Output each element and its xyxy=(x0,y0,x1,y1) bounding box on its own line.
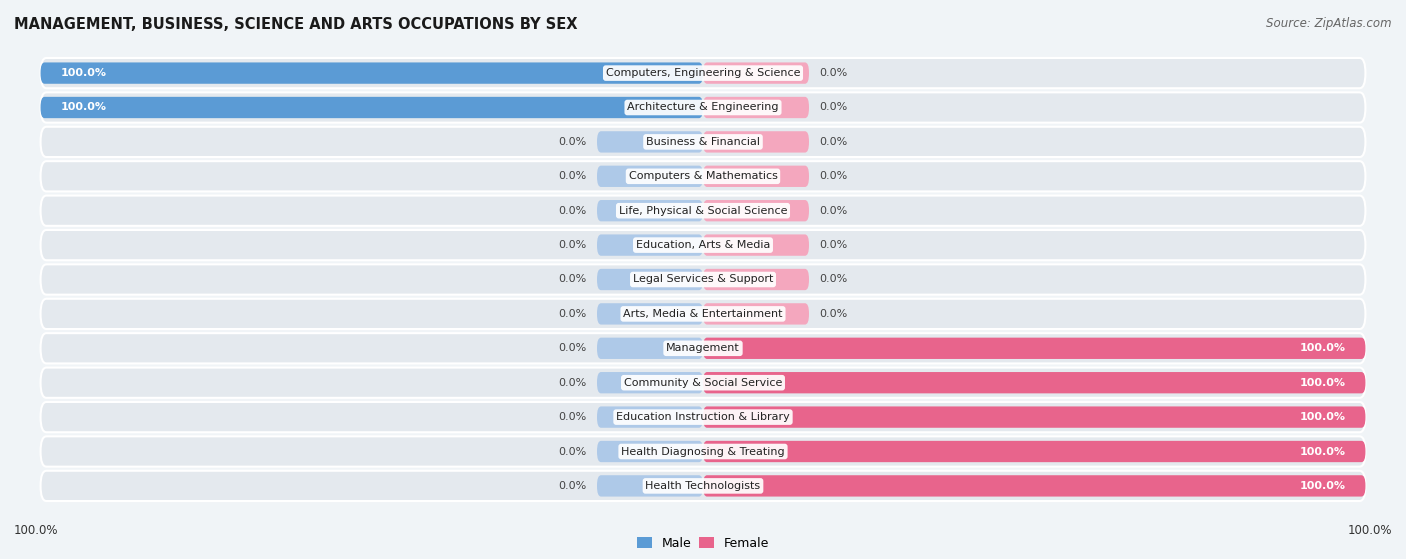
FancyBboxPatch shape xyxy=(703,406,1365,428)
Text: Source: ZipAtlas.com: Source: ZipAtlas.com xyxy=(1267,17,1392,30)
FancyBboxPatch shape xyxy=(598,131,703,153)
Text: 0.0%: 0.0% xyxy=(820,274,848,285)
Legend: Male, Female: Male, Female xyxy=(631,532,775,555)
Text: 0.0%: 0.0% xyxy=(820,137,848,147)
FancyBboxPatch shape xyxy=(703,475,1365,496)
FancyBboxPatch shape xyxy=(41,58,1365,88)
Text: 0.0%: 0.0% xyxy=(558,137,586,147)
Text: Computers, Engineering & Science: Computers, Engineering & Science xyxy=(606,68,800,78)
FancyBboxPatch shape xyxy=(41,127,1365,157)
Text: 0.0%: 0.0% xyxy=(558,378,586,388)
FancyBboxPatch shape xyxy=(703,372,1365,394)
Text: 0.0%: 0.0% xyxy=(820,309,848,319)
FancyBboxPatch shape xyxy=(703,303,808,325)
Text: Community & Social Service: Community & Social Service xyxy=(624,378,782,388)
FancyBboxPatch shape xyxy=(703,269,808,290)
FancyBboxPatch shape xyxy=(703,97,808,118)
Text: Architecture & Engineering: Architecture & Engineering xyxy=(627,102,779,112)
Text: Education Instruction & Library: Education Instruction & Library xyxy=(616,412,790,422)
FancyBboxPatch shape xyxy=(598,234,703,256)
Text: Life, Physical & Social Science: Life, Physical & Social Science xyxy=(619,206,787,216)
Text: 0.0%: 0.0% xyxy=(820,206,848,216)
FancyBboxPatch shape xyxy=(41,402,1365,432)
Text: 0.0%: 0.0% xyxy=(558,274,586,285)
FancyBboxPatch shape xyxy=(598,303,703,325)
Text: 0.0%: 0.0% xyxy=(558,447,586,457)
Text: Business & Financial: Business & Financial xyxy=(645,137,761,147)
FancyBboxPatch shape xyxy=(41,368,1365,398)
Text: Management: Management xyxy=(666,343,740,353)
FancyBboxPatch shape xyxy=(598,441,703,462)
FancyBboxPatch shape xyxy=(41,230,1365,260)
FancyBboxPatch shape xyxy=(598,475,703,496)
Text: 100.0%: 100.0% xyxy=(1299,412,1346,422)
Text: Arts, Media & Entertainment: Arts, Media & Entertainment xyxy=(623,309,783,319)
FancyBboxPatch shape xyxy=(703,131,808,153)
FancyBboxPatch shape xyxy=(598,338,703,359)
FancyBboxPatch shape xyxy=(703,441,1365,462)
Text: Computers & Mathematics: Computers & Mathematics xyxy=(628,171,778,181)
Text: 0.0%: 0.0% xyxy=(558,481,586,491)
FancyBboxPatch shape xyxy=(41,196,1365,226)
FancyBboxPatch shape xyxy=(41,161,1365,191)
Text: Health Diagnosing & Treating: Health Diagnosing & Treating xyxy=(621,447,785,457)
Text: 0.0%: 0.0% xyxy=(558,309,586,319)
FancyBboxPatch shape xyxy=(598,406,703,428)
FancyBboxPatch shape xyxy=(41,333,1365,363)
Text: 0.0%: 0.0% xyxy=(820,102,848,112)
FancyBboxPatch shape xyxy=(41,92,1365,122)
Text: 100.0%: 100.0% xyxy=(1299,447,1346,457)
FancyBboxPatch shape xyxy=(41,471,1365,501)
FancyBboxPatch shape xyxy=(703,338,1365,359)
FancyBboxPatch shape xyxy=(41,97,703,118)
FancyBboxPatch shape xyxy=(41,264,1365,295)
Text: Education, Arts & Media: Education, Arts & Media xyxy=(636,240,770,250)
Text: 0.0%: 0.0% xyxy=(558,171,586,181)
FancyBboxPatch shape xyxy=(41,63,703,84)
Text: 0.0%: 0.0% xyxy=(820,68,848,78)
Text: 100.0%: 100.0% xyxy=(1347,524,1392,537)
Text: 100.0%: 100.0% xyxy=(14,524,59,537)
Text: 100.0%: 100.0% xyxy=(1299,343,1346,353)
Text: Legal Services & Support: Legal Services & Support xyxy=(633,274,773,285)
Text: 0.0%: 0.0% xyxy=(558,240,586,250)
Text: Health Technologists: Health Technologists xyxy=(645,481,761,491)
FancyBboxPatch shape xyxy=(41,299,1365,329)
FancyBboxPatch shape xyxy=(598,269,703,290)
Text: 100.0%: 100.0% xyxy=(1299,481,1346,491)
FancyBboxPatch shape xyxy=(703,200,808,221)
Text: 0.0%: 0.0% xyxy=(558,343,586,353)
FancyBboxPatch shape xyxy=(598,372,703,394)
Text: 100.0%: 100.0% xyxy=(1299,378,1346,388)
Text: 0.0%: 0.0% xyxy=(820,240,848,250)
Text: 100.0%: 100.0% xyxy=(60,68,107,78)
Text: 0.0%: 0.0% xyxy=(558,412,586,422)
FancyBboxPatch shape xyxy=(598,200,703,221)
FancyBboxPatch shape xyxy=(703,63,808,84)
Text: 100.0%: 100.0% xyxy=(60,102,107,112)
FancyBboxPatch shape xyxy=(703,165,808,187)
Text: 0.0%: 0.0% xyxy=(558,206,586,216)
Text: 0.0%: 0.0% xyxy=(820,171,848,181)
FancyBboxPatch shape xyxy=(598,165,703,187)
FancyBboxPatch shape xyxy=(703,234,808,256)
FancyBboxPatch shape xyxy=(41,437,1365,467)
Text: MANAGEMENT, BUSINESS, SCIENCE AND ARTS OCCUPATIONS BY SEX: MANAGEMENT, BUSINESS, SCIENCE AND ARTS O… xyxy=(14,17,578,32)
